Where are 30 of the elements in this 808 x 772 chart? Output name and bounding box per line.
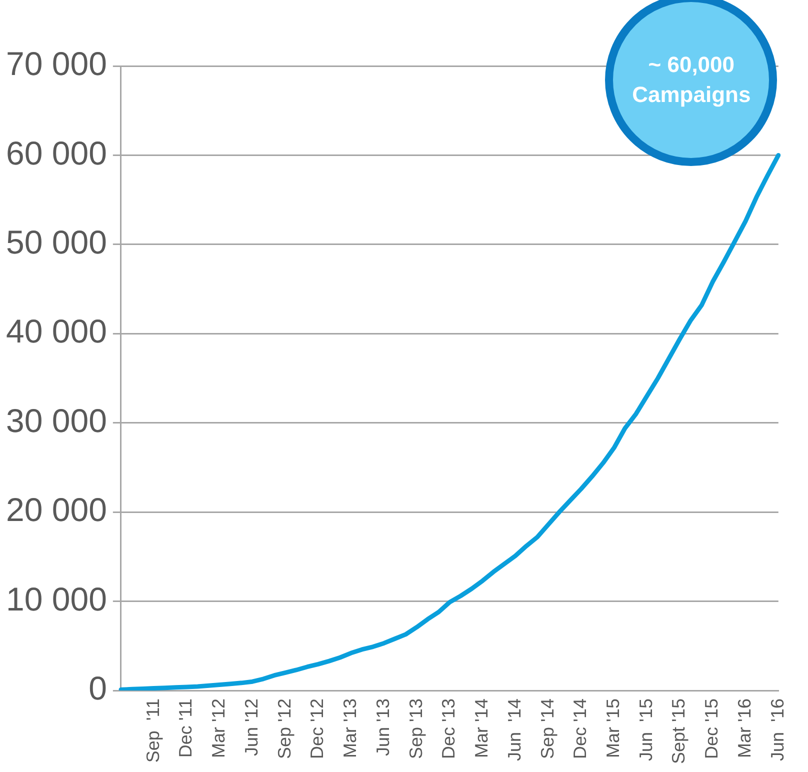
x-tick-label: Jun '14 (504, 698, 524, 761)
y-tick-label: 60 000 (6, 134, 107, 172)
x-tick-label: Sep '11 (142, 698, 163, 763)
x-tick-label: Dec '12 (307, 698, 328, 759)
x-tick-label: Jun '12 (241, 698, 262, 756)
x-tick-label: Sep '13 (406, 698, 426, 760)
x-tick-label: Dec '13 (438, 698, 459, 759)
x-tick-label: Dec '11 (176, 698, 196, 758)
x-tick-label: Mar '14 (472, 698, 492, 758)
y-tick-label: 0 (88, 670, 107, 707)
y-tick-label: 40 000 (6, 312, 107, 350)
x-tick-label: Mar '15 (603, 698, 623, 758)
y-tick-label: 30 000 (6, 402, 107, 439)
y-tick-label: 70 000 (6, 45, 107, 82)
x-tick-label: Mar '12 (208, 698, 229, 758)
y-tick-label: 20 000 (6, 491, 107, 528)
y-tick-label: 10 000 (6, 580, 107, 618)
x-tick-label: Jun '13 (372, 698, 393, 756)
x-tick-label: Mar '16 (734, 698, 754, 758)
x-tick-label: Jun '16 (767, 698, 788, 761)
x-tick-label: Mar '13 (340, 698, 360, 758)
x-tick-label: Sep '12 (274, 698, 294, 760)
circle-callout: ~ 60,000 Campaigns (605, 0, 778, 166)
x-tick-label: Dec '15 (702, 698, 722, 759)
annotation: ~ 60,000 Campaigns (631, 51, 752, 110)
x-tick-label: Sept '15 (668, 698, 689, 764)
x-tick-label: Sep '14 (537, 698, 558, 760)
x-tick-label: Dec '14 (570, 698, 590, 759)
x-tick-label: Jun '15 (636, 698, 656, 761)
y-tick-label: 50 000 (6, 224, 107, 261)
